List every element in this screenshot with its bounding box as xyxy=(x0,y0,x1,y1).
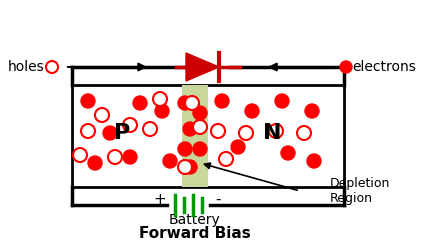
Circle shape xyxy=(183,160,197,174)
Circle shape xyxy=(108,150,122,164)
Circle shape xyxy=(193,142,207,156)
Circle shape xyxy=(153,92,167,106)
Circle shape xyxy=(178,96,192,110)
Circle shape xyxy=(163,154,177,168)
Circle shape xyxy=(231,140,245,154)
Text: P: P xyxy=(114,123,130,143)
Text: +: + xyxy=(154,191,167,207)
Circle shape xyxy=(88,156,102,170)
Circle shape xyxy=(143,122,157,136)
Text: Battery: Battery xyxy=(169,213,221,227)
Circle shape xyxy=(133,96,147,110)
Bar xyxy=(72,85,344,187)
Circle shape xyxy=(155,104,169,118)
Circle shape xyxy=(275,94,289,108)
Circle shape xyxy=(123,150,137,164)
Circle shape xyxy=(239,126,253,140)
Circle shape xyxy=(305,104,319,118)
Circle shape xyxy=(193,120,207,134)
Circle shape xyxy=(215,94,229,108)
Circle shape xyxy=(307,154,321,168)
Text: electrons: electrons xyxy=(352,60,416,74)
Circle shape xyxy=(185,96,199,110)
Circle shape xyxy=(183,122,197,136)
Circle shape xyxy=(269,124,283,138)
Circle shape xyxy=(123,118,137,132)
Circle shape xyxy=(297,126,311,140)
Circle shape xyxy=(178,160,192,174)
Circle shape xyxy=(178,142,192,156)
Circle shape xyxy=(73,148,87,162)
Circle shape xyxy=(103,126,117,140)
Text: Depletion
Region: Depletion Region xyxy=(330,177,390,205)
Circle shape xyxy=(340,61,352,73)
Circle shape xyxy=(81,94,95,108)
Circle shape xyxy=(245,104,259,118)
Circle shape xyxy=(219,152,233,166)
Polygon shape xyxy=(186,53,219,81)
Circle shape xyxy=(46,61,58,73)
Circle shape xyxy=(193,106,207,120)
Bar xyxy=(182,85,208,187)
Circle shape xyxy=(95,108,109,122)
Circle shape xyxy=(81,124,95,138)
Circle shape xyxy=(281,146,295,160)
Text: holes: holes xyxy=(8,60,45,74)
Text: -: - xyxy=(215,191,221,207)
Text: Forward Bias: Forward Bias xyxy=(139,226,251,241)
Circle shape xyxy=(211,124,225,138)
Text: N: N xyxy=(263,123,281,143)
